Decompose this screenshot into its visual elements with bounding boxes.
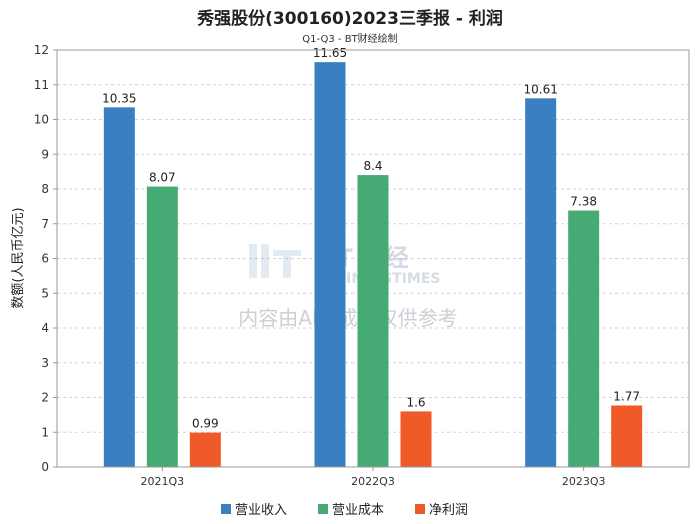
bar-value-label: 11.65 xyxy=(313,46,347,60)
bars xyxy=(103,62,643,468)
y-tick-label: 8 xyxy=(41,182,49,196)
y-tick-label: 2 xyxy=(41,391,49,405)
bar xyxy=(568,210,600,468)
legend-swatch xyxy=(415,504,425,514)
bar-value-label: 8.07 xyxy=(149,171,176,185)
legend-swatch xyxy=(221,504,231,514)
watermark: BT财经 BUSINESSTIMES 内容由AI生成，仅供参考 xyxy=(238,244,458,330)
x-tick-label: 2023Q3 xyxy=(562,475,606,488)
y-tick-label: 3 xyxy=(41,356,49,370)
bar xyxy=(314,62,346,467)
bar-value-label: 0.99 xyxy=(192,417,219,431)
legend-label: 净利润 xyxy=(429,503,468,518)
bar-value-label: 1.6 xyxy=(406,395,425,409)
y-tick-label: 9 xyxy=(41,147,49,161)
watermark-logo xyxy=(249,244,301,278)
legend-label: 营业收入 xyxy=(235,503,287,518)
y-tick-label: 7 xyxy=(41,217,49,231)
y-tick-label: 12 xyxy=(34,43,49,57)
y-tick-label: 5 xyxy=(41,286,49,300)
legend-label: 营业成本 xyxy=(332,503,384,518)
bar-value-label: 10.35 xyxy=(102,91,136,105)
y-tick-label: 1 xyxy=(41,425,49,439)
y-tick-label: 6 xyxy=(41,252,49,266)
bar xyxy=(189,432,221,467)
y-tick-label: 4 xyxy=(41,321,49,335)
y-tick-label: 10 xyxy=(34,113,49,127)
bar-value-label: 1.77 xyxy=(613,389,640,403)
x-axis-ticks: 2021Q3 2022Q3 2023Q3 xyxy=(141,467,606,488)
legend: 营业收入 营业成本 净利润 xyxy=(221,503,468,518)
bar xyxy=(400,411,432,467)
x-tick-label: 2022Q3 xyxy=(351,475,395,488)
bar xyxy=(611,405,643,467)
legend-swatch xyxy=(318,504,328,514)
bar-value-label: 8.4 xyxy=(363,159,382,173)
y-tick-label: 0 xyxy=(41,460,49,474)
watermark-notice: 内容由AI生成，仅供参考 xyxy=(238,306,458,330)
y-axis-label: 数额(人民币亿元) xyxy=(11,207,26,308)
bar xyxy=(357,175,389,467)
bar xyxy=(103,107,135,468)
bar-value-label: 7.38 xyxy=(570,195,597,209)
chart-title: 秀强股份(300160)2023三季报 - 利润 xyxy=(196,8,503,29)
bar xyxy=(525,98,557,468)
x-tick-label: 2021Q3 xyxy=(141,475,185,488)
bar-value-label: 10.61 xyxy=(523,82,557,96)
chart-subtitle: Q1-Q3 - BT财经绘制 xyxy=(302,32,397,45)
y-tick-label: 11 xyxy=(34,78,49,92)
bar xyxy=(146,186,178,467)
